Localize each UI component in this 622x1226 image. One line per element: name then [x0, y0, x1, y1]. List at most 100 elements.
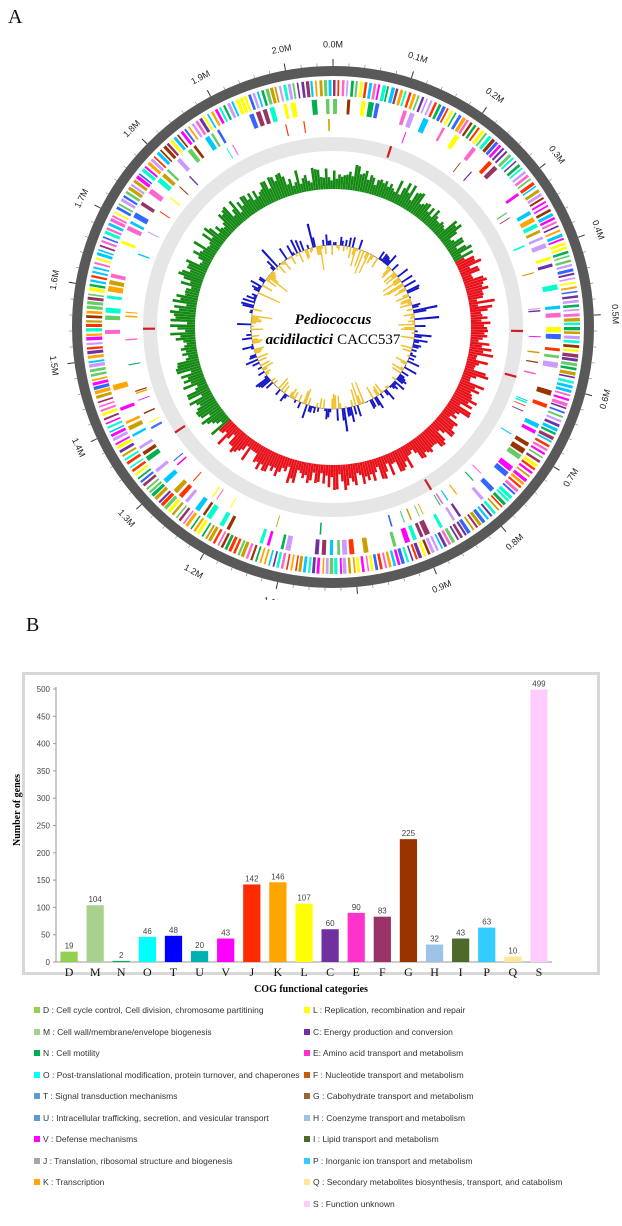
genome-minor-tick — [568, 438, 572, 441]
genome-minor-tick — [524, 504, 527, 507]
genome-minor-tick — [585, 393, 589, 395]
bar-value-label: 43 — [456, 929, 465, 938]
genome-minor-tick — [411, 75, 413, 79]
genome-minor-tick — [84, 236, 88, 238]
legend-entry: K : Transcription — [34, 1177, 104, 1187]
feature-marks-ring — [143, 145, 523, 491]
legend-swatch — [34, 1071, 40, 1078]
genome-minor-tick — [572, 221, 576, 223]
genome-minor-tick — [462, 553, 465, 557]
genome-minor-tick — [534, 492, 538, 495]
legend-label: H : Coenzyme transport and metabolism — [313, 1112, 466, 1123]
bar-value-label: 10 — [508, 947, 517, 956]
genome-minor-tick — [501, 526, 504, 529]
genome-minor-tick — [544, 479, 548, 482]
genome-minor-tick — [580, 408, 584, 411]
legend-swatch — [304, 1157, 310, 1164]
bar-V — [217, 938, 235, 962]
genome-minor-tick — [90, 221, 94, 223]
legend-entry: S : Function unknown — [304, 1199, 395, 1209]
legend-label: C: Energy production and conversion — [313, 1026, 453, 1037]
genome-tick-label: 2.0M — [271, 42, 293, 55]
genome-tick-label: 0.5M — [610, 304, 621, 324]
genome-minor-tick — [139, 504, 142, 507]
legend-entry: F : Nucleotide transport and metabolism — [304, 1070, 464, 1080]
genome-minor-tick — [101, 452, 105, 455]
x-tick-label: S — [536, 965, 543, 979]
genome-minor-tick — [245, 573, 248, 577]
organism-species: acidilactici — [266, 332, 334, 348]
x-tick-label: V — [221, 965, 230, 979]
genome-minor-tick — [150, 515, 153, 519]
genome-minor-tick — [133, 153, 137, 156]
legend-swatch — [34, 1136, 40, 1142]
legend-entry: U : Intracellular trafficking, secretion… — [34, 1113, 269, 1123]
bar-value-label: 60 — [326, 919, 335, 928]
bar-I — [452, 938, 470, 962]
x-axis-title: COG functional categories — [254, 984, 368, 995]
genome-map-center-label: Pediococcus acidilactici CACC537 — [266, 312, 401, 348]
legend-swatch — [304, 1028, 310, 1035]
bar-value-label: 499 — [532, 680, 546, 689]
legend-swatch — [34, 1114, 40, 1121]
legend-label: I : Lipid transport and metabolism — [313, 1134, 439, 1144]
legend-swatch — [304, 1007, 310, 1013]
genome-minor-tick — [565, 206, 569, 209]
genome-minor-tick — [75, 266, 79, 269]
bar-value-label: 107 — [297, 894, 311, 903]
bar-U — [190, 951, 209, 962]
genome-minor-tick — [507, 130, 510, 134]
genome-minor-tick — [561, 452, 565, 455]
bar-value-label: 46 — [143, 927, 152, 936]
y-tick-label: 300 — [37, 794, 51, 803]
x-tick-label: J — [249, 965, 254, 979]
legend-label: M : Cell wall/membrane/envelope biogenes… — [43, 1026, 212, 1037]
genome-position-ticks: 0.0M0.1M0.2M0.3M0.4M0.5M0.6M0.7M0.8M0.9M… — [48, 39, 621, 600]
legend-entry: N : Cell motility — [34, 1048, 100, 1058]
genome-minor-tick — [395, 70, 398, 74]
bar-N — [112, 960, 130, 962]
genome-minor-tick — [105, 192, 109, 195]
legend-swatch — [304, 1179, 310, 1185]
y-tick-label: 500 — [37, 685, 51, 694]
x-tick-label: L — [300, 965, 307, 979]
x-tick-label: M — [90, 965, 101, 979]
bar-value-label: 90 — [352, 903, 361, 912]
legend-entry: M : Cell wall/membrane/envelope biogenes… — [34, 1027, 212, 1037]
bar-S — [530, 689, 548, 962]
genome-minor-tick — [433, 567, 436, 571]
bar-C — [321, 929, 339, 962]
legend-label: J : Translation, ribosomal structure and… — [43, 1155, 233, 1166]
bar-value-label: 2 — [119, 951, 124, 960]
chart-bars: 19 D 104 M 2 N 46 O 48 T 20 U 43 V 142 J 146 K 107 L 60 C 90 E 8… — [60, 680, 548, 979]
x-tick-label: E — [353, 965, 360, 979]
genome-minor-tick — [230, 567, 233, 571]
chart-axes: 0 50 100 150 200 250 300 350 400 450 500 — [37, 685, 552, 967]
bar-value-label: 43 — [221, 929, 230, 938]
legend-swatch — [34, 1179, 40, 1185]
y-tick-label: 200 — [37, 849, 51, 858]
legend-label: S : Function unknown — [313, 1198, 395, 1209]
genome-minor-tick — [114, 178, 117, 181]
x-tick-label: D — [65, 965, 74, 979]
bar-E — [347, 912, 365, 962]
x-tick-label: C — [326, 965, 334, 979]
genome-minor-tick — [128, 492, 132, 495]
legend-label: Q : Secondary metabolites biosynthesis, … — [313, 1177, 563, 1187]
legend-entry: E: Amino acid transport and metabolism — [304, 1048, 463, 1058]
genome-minor-tick — [181, 110, 184, 114]
genome-minor-tick — [553, 466, 557, 469]
legend-swatch — [34, 1050, 40, 1056]
x-tick-label: G — [404, 965, 413, 979]
genome-minor-tick — [94, 438, 98, 441]
legend-entry: H : Coenzyme transport and metabolism — [304, 1113, 465, 1123]
genome-minor-tick — [97, 206, 101, 209]
genome-minor-tick — [156, 130, 159, 134]
bar-Q — [504, 956, 522, 962]
legend-entry: I : Lipid transport and metabolism — [304, 1134, 439, 1144]
genome-minor-tick — [87, 423, 91, 426]
legend-label: G : Cabohydrate transport and metabolism — [313, 1091, 474, 1101]
genome-tick-label: 1.5M — [48, 355, 61, 376]
bar-value-label: 19 — [65, 942, 74, 951]
